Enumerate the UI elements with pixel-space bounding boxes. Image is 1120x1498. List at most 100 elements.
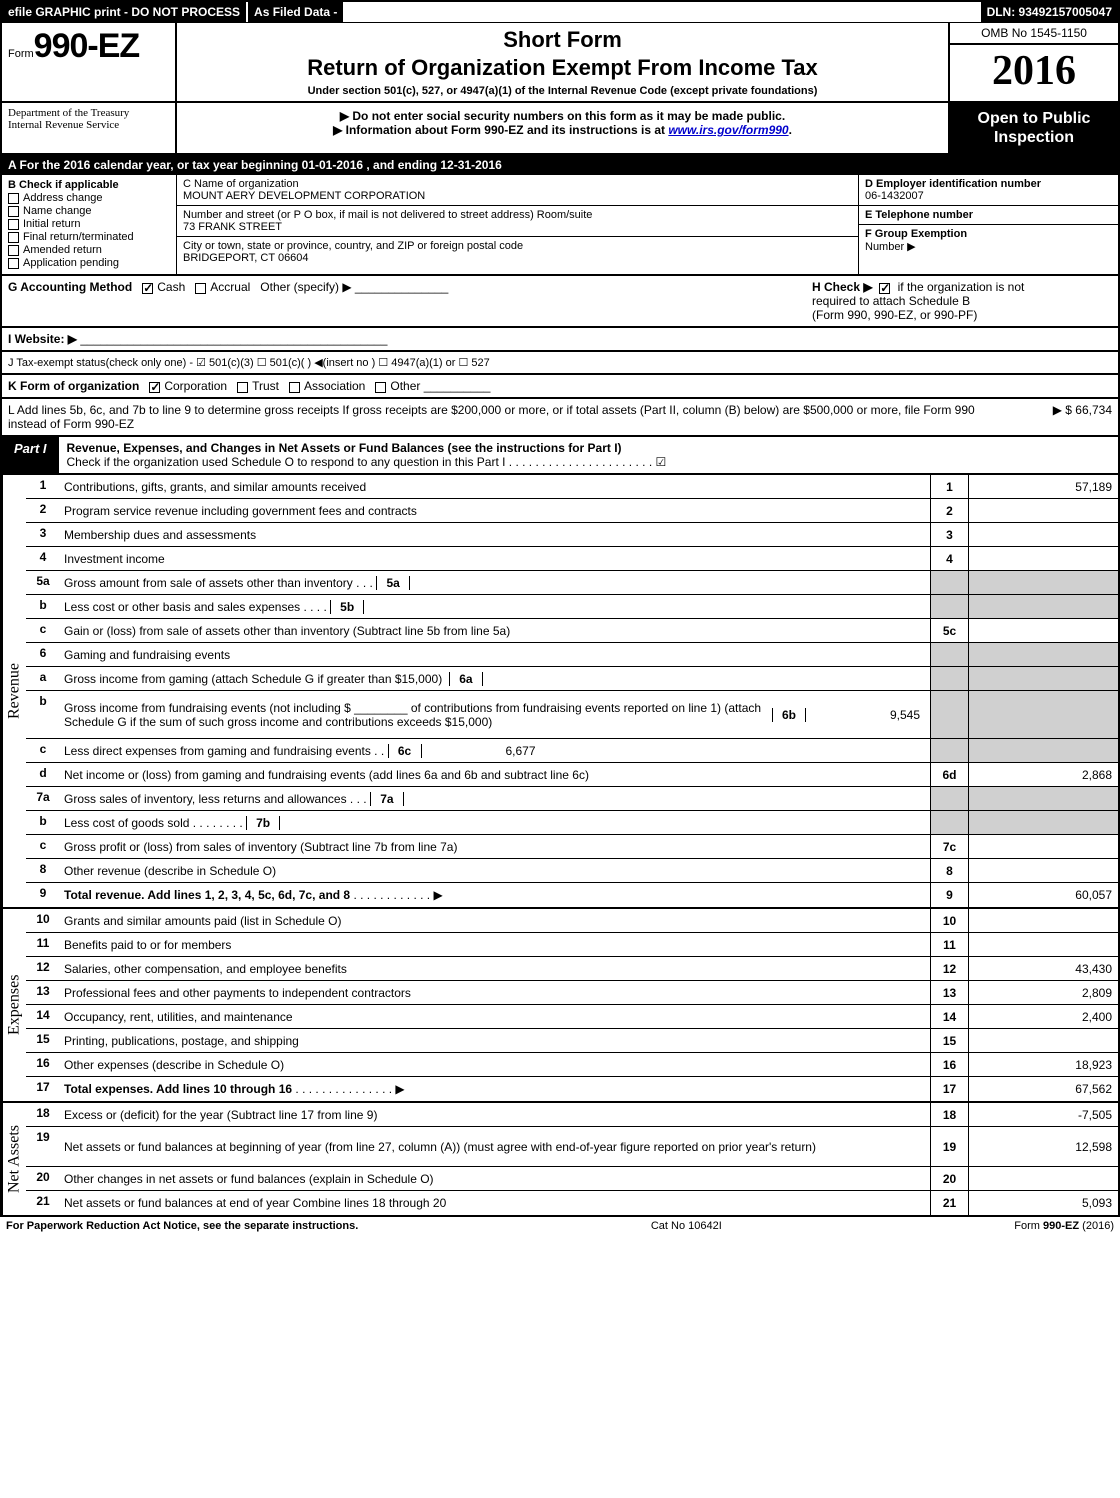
ln-amt bbox=[968, 1029, 1118, 1052]
h-check: H Check ▶ if the organization is not req… bbox=[812, 280, 1112, 322]
checkbox-icon[interactable] bbox=[237, 382, 248, 393]
ln-desc: Printing, publications, postage, and shi… bbox=[60, 1029, 930, 1052]
ln-ref: 1 bbox=[930, 475, 968, 498]
ln-desc: Professional fees and other payments to … bbox=[60, 981, 930, 1004]
ln-amt: 67,562 bbox=[968, 1077, 1118, 1101]
desc-text: Less cost or other basis and sales expen… bbox=[64, 600, 300, 614]
ln-num: 21 bbox=[26, 1191, 60, 1215]
ln-amt bbox=[968, 499, 1118, 522]
ln-desc: Less cost or other basis and sales expen… bbox=[60, 595, 930, 618]
checkbox-icon bbox=[8, 232, 19, 243]
line-3: 3Membership dues and assessments3 bbox=[26, 523, 1118, 547]
line-8: 8Other revenue (describe in Schedule O)8 bbox=[26, 859, 1118, 883]
ln-amt bbox=[968, 909, 1118, 932]
line-7a: 7aGross sales of inventory, less returns… bbox=[26, 787, 1118, 811]
ln-ref: 16 bbox=[930, 1053, 968, 1076]
ln-amt bbox=[968, 619, 1118, 642]
desc-text: Gross income from gaming (attach Schedul… bbox=[64, 672, 442, 686]
checkbox-icon[interactable] bbox=[142, 283, 153, 294]
ln-num: a bbox=[26, 667, 60, 690]
city-label: City or town, state or province, country… bbox=[183, 240, 852, 252]
inner-ref: 6a bbox=[449, 672, 483, 686]
ln-ref bbox=[930, 667, 968, 690]
desc-text: Less direct expenses from gaming and fun… bbox=[64, 744, 371, 758]
corp-label: Corporation bbox=[164, 379, 227, 393]
footer-year: 2016 bbox=[1086, 1220, 1110, 1232]
chk-initial[interactable]: Initial return bbox=[8, 218, 170, 230]
chk-label: Initial return bbox=[23, 218, 80, 230]
chk-amended[interactable]: Amended return bbox=[8, 244, 170, 256]
ln-desc: Membership dues and assessments bbox=[60, 523, 930, 546]
header-row2: Department of the Treasury Internal Reve… bbox=[0, 103, 1120, 155]
instr2-pre: ▶ Information about Form 990-EZ and its … bbox=[333, 123, 668, 137]
ln-num: 6 bbox=[26, 643, 60, 666]
h-text: if the organization is not bbox=[898, 280, 1025, 294]
ln-desc: Other revenue (describe in Schedule O) bbox=[60, 859, 930, 882]
ln-desc: Grants and similar amounts paid (list in… bbox=[60, 909, 930, 932]
ln-num: d bbox=[26, 763, 60, 786]
ln-desc: Gross sales of inventory, less returns a… bbox=[60, 787, 930, 810]
instr2-post: . bbox=[789, 123, 792, 137]
chk-pending[interactable]: Application pending bbox=[8, 257, 170, 269]
ln-desc: Gross amount from sale of assets other t… bbox=[60, 571, 930, 594]
under-section: Under section 501(c), 527, or 4947(a)(1)… bbox=[185, 85, 940, 97]
expenses-lines: 10Grants and similar amounts paid (list … bbox=[26, 909, 1118, 1101]
ln-num: 20 bbox=[26, 1167, 60, 1190]
c-city-block: City or town, state or province, country… bbox=[177, 237, 858, 267]
cash-label: Cash bbox=[157, 280, 185, 294]
desc-text: Gross income from fundraising events (no… bbox=[64, 701, 772, 729]
f-number: Number ▶ bbox=[865, 240, 1112, 253]
ln-desc: Net assets or fund balances at beginning… bbox=[60, 1127, 930, 1166]
ln-amt bbox=[968, 933, 1118, 956]
checkbox-icon[interactable] bbox=[879, 283, 890, 294]
chk-label: Final return/terminated bbox=[23, 231, 134, 243]
topbar-spacer bbox=[343, 2, 980, 22]
ln-ref: 20 bbox=[930, 1167, 968, 1190]
footer-right: Form 990-EZ (2016) bbox=[1014, 1220, 1114, 1232]
dept-treasury: Department of the Treasury bbox=[8, 107, 169, 119]
ln-desc: Less direct expenses from gaming and fun… bbox=[60, 739, 930, 762]
irs-link[interactable]: www.irs.gov/form990 bbox=[668, 123, 788, 137]
section-def: D Employer identification number 06-1432… bbox=[858, 175, 1118, 274]
ln-num: c bbox=[26, 739, 60, 762]
ln-ref: 5c bbox=[930, 619, 968, 642]
header-row: Form990-EZ Short Form Return of Organiza… bbox=[0, 22, 1120, 103]
vlabel-expenses: Expenses bbox=[2, 909, 26, 1101]
chk-label: Address change bbox=[23, 192, 103, 204]
chk-final[interactable]: Final return/terminated bbox=[8, 231, 170, 243]
ln-num: c bbox=[26, 835, 60, 858]
ln-num: b bbox=[26, 811, 60, 834]
inspection: Inspection bbox=[952, 128, 1116, 147]
line-9: 9Total revenue. Add lines 1, 2, 3, 4, 5c… bbox=[26, 883, 1118, 907]
chk-address[interactable]: Address change bbox=[8, 192, 170, 204]
ln-num: 5a bbox=[26, 571, 60, 594]
ln-ref: 19 bbox=[930, 1127, 968, 1166]
ln-amt: 12,598 bbox=[968, 1127, 1118, 1166]
ln-ref: 17 bbox=[930, 1077, 968, 1101]
ln-amt: 5,093 bbox=[968, 1191, 1118, 1215]
checkbox-icon[interactable] bbox=[195, 283, 206, 294]
ln-desc: Net assets or fund balances at end of ye… bbox=[60, 1191, 930, 1215]
ln-ref: 15 bbox=[930, 1029, 968, 1052]
chk-name[interactable]: Name change bbox=[8, 205, 170, 217]
title-box: Short Form Return of Organization Exempt… bbox=[177, 23, 948, 101]
inner-ref: 6c bbox=[388, 744, 422, 758]
expenses-table: Expenses 10Grants and similar amounts pa… bbox=[0, 909, 1120, 1103]
ln-ref: 2 bbox=[930, 499, 968, 522]
assoc-label: Association bbox=[304, 379, 365, 393]
g-accounting: G Accounting Method Cash Accrual Other (… bbox=[8, 280, 448, 294]
ln-amt: 43,430 bbox=[968, 957, 1118, 980]
ln-ref: 4 bbox=[930, 547, 968, 570]
row-a-period: A For the 2016 calendar year, or tax yea… bbox=[0, 155, 1120, 175]
line-19: 19Net assets or fund balances at beginni… bbox=[26, 1127, 1118, 1167]
ln-num: 11 bbox=[26, 933, 60, 956]
checkbox-icon[interactable] bbox=[289, 382, 300, 393]
f-label: F Group Exemption bbox=[865, 228, 1112, 240]
checkbox-icon[interactable] bbox=[375, 382, 386, 393]
ln-amt bbox=[968, 547, 1118, 570]
row-k: K Form of organization Corporation Trust… bbox=[0, 375, 1120, 399]
footer-left: For Paperwork Reduction Act Notice, see … bbox=[6, 1220, 358, 1232]
checkbox-icon[interactable] bbox=[149, 382, 160, 393]
ln-desc: Gaming and fundraising events bbox=[60, 643, 930, 666]
row-j: J Tax-exempt status(check only one) - ☑ … bbox=[0, 352, 1120, 375]
